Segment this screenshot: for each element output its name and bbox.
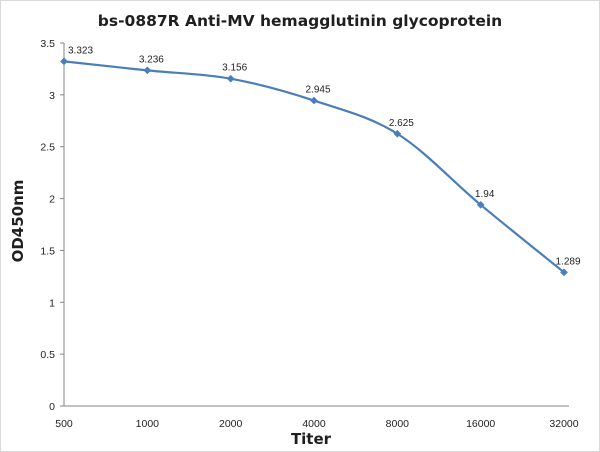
x-axis-title: Titer	[291, 430, 332, 448]
y-tick-label: 1	[49, 297, 55, 309]
data-point	[393, 129, 402, 138]
data-label: 3.236	[139, 54, 164, 65]
data-point	[310, 96, 318, 105]
y-tick-label: 3	[49, 90, 55, 102]
y-tick-label: 3.5	[40, 38, 55, 50]
x-tick-label: 2000	[219, 418, 243, 430]
data-point	[476, 200, 485, 209]
data-label: 2.945	[305, 85, 330, 96]
series-layer: 3.323 3.236 3.156 2.945 2.625 1.94 1.289	[60, 45, 581, 277]
x-tick-label: 4000	[302, 418, 326, 430]
y-tick-label: 1.5	[40, 245, 55, 257]
data-label: 1.94	[475, 189, 495, 200]
data-point	[560, 268, 568, 277]
tick-layer: 0 0.5 1 1.5 2 2.5 3 3.5 500 1000 2000 4000 8000 16000…	[40, 38, 578, 430]
y-tick-label: 2	[49, 194, 55, 206]
data-label: 1.289	[555, 256, 580, 267]
data-label: 2.625	[389, 118, 414, 129]
y-tick-label: 0	[49, 401, 55, 413]
x-tick-label: 32000	[549, 418, 578, 430]
y-tick-label: 2.5	[40, 142, 55, 154]
y-tick-label: 0.5	[40, 349, 55, 361]
x-tick-label: 8000	[386, 418, 410, 430]
chart-title: bs-0887R Anti-MV hemagglutinin glycoprot…	[98, 12, 502, 30]
data-point	[226, 74, 235, 83]
data-label: 3.156	[222, 63, 247, 74]
x-tick-label: 16000	[466, 418, 495, 430]
data-label: 3.323	[68, 45, 93, 56]
data-point	[60, 57, 68, 66]
data-point	[143, 66, 152, 75]
y-axis-title: OD450nm	[9, 180, 27, 263]
x-tick-label: 1000	[136, 418, 160, 430]
x-tick-label: 500	[55, 418, 73, 430]
